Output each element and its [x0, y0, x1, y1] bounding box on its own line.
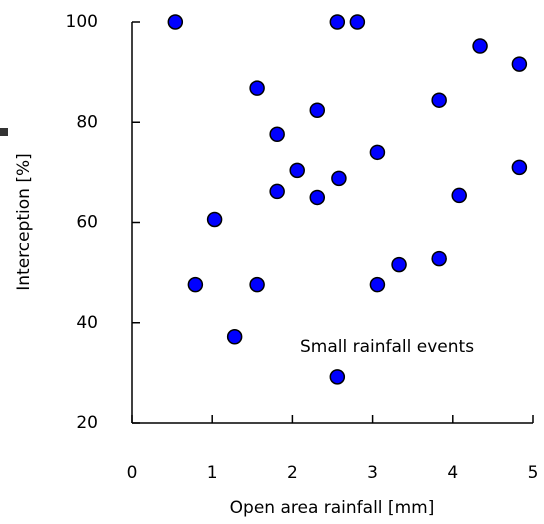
point	[369, 144, 386, 161]
point	[451, 187, 467, 204]
point	[331, 170, 347, 187]
x-tick-label: 2	[287, 463, 298, 483]
annotation: Small rainfall events	[300, 337, 474, 357]
artifact	[0, 128, 8, 136]
point	[187, 276, 204, 293]
point	[391, 256, 407, 273]
point	[309, 102, 326, 118]
point	[309, 189, 326, 206]
point	[226, 329, 243, 345]
point	[511, 159, 528, 176]
point	[269, 183, 285, 200]
y-tick-label: 40	[76, 313, 98, 333]
x-tick-label: 3	[367, 463, 378, 483]
point	[206, 211, 223, 228]
point	[249, 80, 265, 96]
point	[511, 56, 528, 72]
point	[167, 14, 184, 30]
y-tick-label: 100	[66, 12, 98, 32]
y-tick-label: 20	[76, 413, 98, 433]
x-tick-label: 1	[207, 463, 218, 483]
y-tick-label: 60	[76, 213, 98, 233]
point	[472, 38, 488, 54]
point	[249, 276, 265, 293]
x-tick-label: 0	[127, 463, 138, 483]
point	[349, 14, 366, 30]
point	[431, 250, 447, 267]
point	[329, 369, 346, 385]
point	[289, 162, 305, 179]
point	[269, 126, 285, 143]
point	[329, 14, 346, 30]
point	[369, 276, 386, 293]
y-tick-label: 80	[76, 112, 98, 132]
x-tick-label: 4	[447, 463, 458, 483]
x-tick-label: 5	[528, 463, 539, 483]
point	[431, 92, 447, 108]
y-axis-label: Interception [%]	[14, 153, 34, 291]
x-axis-label: Open area rainfall [mm]	[230, 498, 435, 518]
